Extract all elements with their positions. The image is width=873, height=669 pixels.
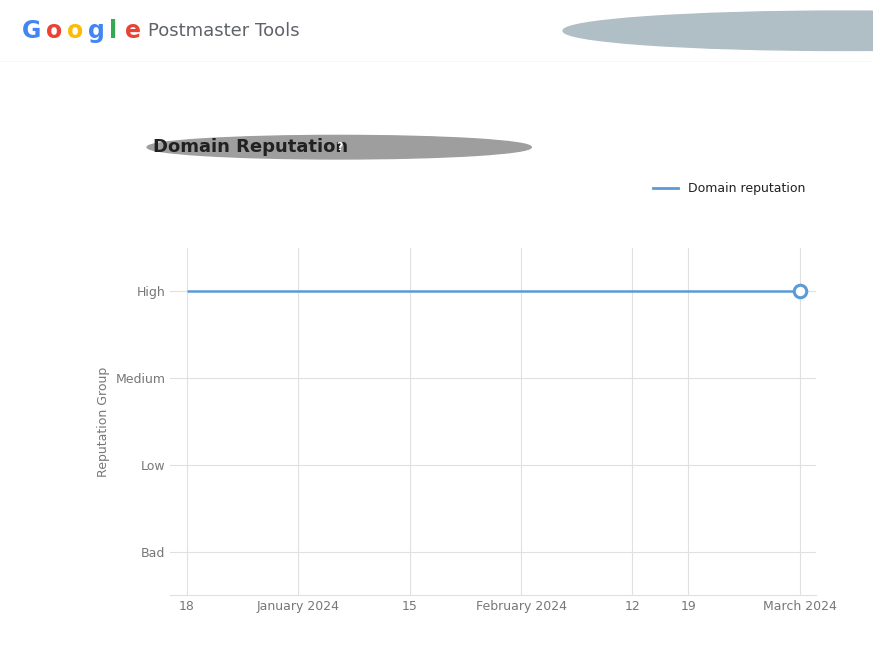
Circle shape (769, 16, 801, 18)
Circle shape (785, 43, 816, 45)
Legend: Domain reputation: Domain reputation (648, 177, 810, 200)
Text: ›: › (144, 83, 164, 102)
Text: o: o (67, 19, 84, 43)
Text: ›: › (301, 83, 321, 102)
Circle shape (777, 16, 808, 18)
Circle shape (147, 135, 531, 159)
Text: helloinbox.net▾: helloinbox.net▾ (162, 84, 287, 101)
Text: Last 120 days▾: Last 120 days▾ (637, 84, 762, 101)
Y-axis label: Reputation Group: Reputation Group (97, 367, 110, 476)
Text: Domain Reputation▾: Domain Reputation▾ (319, 84, 487, 101)
Text: g: g (88, 19, 105, 43)
Circle shape (785, 29, 816, 32)
Circle shape (777, 43, 808, 45)
Text: l: l (109, 19, 117, 43)
Circle shape (769, 43, 801, 45)
Text: G: G (22, 19, 41, 43)
Text: Postmaster Tools: Postmaster Tools (148, 22, 300, 39)
Text: ?: ? (336, 142, 342, 152)
Text: Postmaster Tools: Postmaster Tools (22, 84, 162, 101)
Text: o: o (46, 19, 63, 43)
Text: ⋮: ⋮ (834, 82, 856, 102)
Circle shape (785, 16, 816, 18)
Circle shape (769, 29, 801, 32)
Text: Domain Reputation: Domain Reputation (153, 138, 348, 156)
Circle shape (777, 29, 808, 32)
Text: e: e (125, 19, 141, 43)
Circle shape (563, 11, 873, 50)
